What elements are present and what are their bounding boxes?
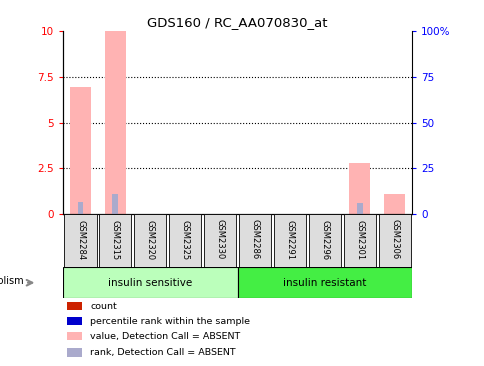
Bar [77,202,83,214]
Bar [383,194,405,214]
FancyBboxPatch shape [64,214,96,267]
Bar [67,302,82,310]
FancyBboxPatch shape [239,214,271,267]
Bar [112,194,118,214]
FancyBboxPatch shape [134,214,166,267]
FancyBboxPatch shape [343,214,375,267]
Text: insulin resistant: insulin resistant [283,278,366,288]
Bar [67,348,82,356]
Text: insulin sensitive: insulin sensitive [108,278,192,288]
Text: GSM2315: GSM2315 [111,220,120,259]
Text: GSM2330: GSM2330 [215,220,224,260]
Text: GSM2325: GSM2325 [181,220,189,259]
Bar [348,163,370,214]
Bar [67,317,82,325]
Text: value, Detection Call = ABSENT: value, Detection Call = ABSENT [91,332,240,341]
FancyBboxPatch shape [273,214,305,267]
FancyBboxPatch shape [237,267,411,298]
Text: GSM2320: GSM2320 [146,220,154,259]
FancyBboxPatch shape [99,214,131,267]
Text: GSM2306: GSM2306 [390,220,398,260]
Text: GSM2284: GSM2284 [76,220,85,259]
Text: GSM2291: GSM2291 [285,220,294,259]
Text: GSM2301: GSM2301 [355,220,363,259]
Text: rank, Detection Call = ABSENT: rank, Detection Call = ABSENT [91,348,236,357]
Text: GSM2286: GSM2286 [250,220,259,260]
Title: GDS160 / RC_AA070830_at: GDS160 / RC_AA070830_at [147,15,327,29]
Text: metabolism: metabolism [0,276,24,286]
FancyBboxPatch shape [169,214,201,267]
FancyBboxPatch shape [63,267,237,298]
Text: percentile rank within the sample: percentile rank within the sample [91,317,250,326]
Text: GSM2296: GSM2296 [320,220,329,259]
Bar [105,31,126,214]
Bar [67,332,82,340]
Text: count: count [91,302,117,311]
FancyBboxPatch shape [204,214,236,267]
Bar [70,87,91,214]
FancyBboxPatch shape [308,214,340,267]
Bar [356,203,362,214]
FancyBboxPatch shape [378,214,410,267]
